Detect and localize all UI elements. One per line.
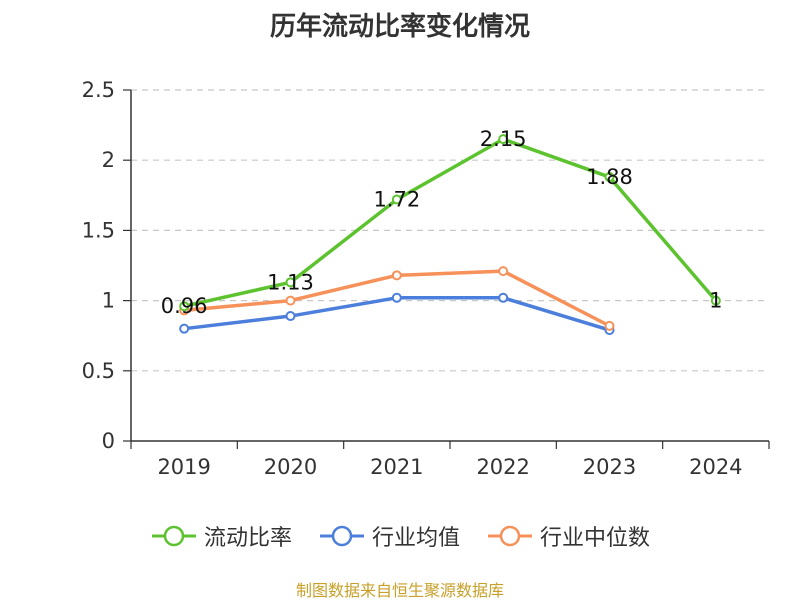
legend-item-industry-average[interactable]: 行业均值 bbox=[318, 520, 460, 552]
data-point bbox=[285, 311, 296, 322]
legend-item-current-ratio[interactable]: 流动比率 bbox=[150, 520, 292, 552]
legend-industry-median-icon bbox=[488, 525, 532, 547]
data-label: 1.13 bbox=[267, 270, 314, 294]
y-tick-label: 0 bbox=[102, 429, 115, 453]
data-label: 1.88 bbox=[586, 165, 633, 189]
legend-label-current-ratio: 流动比率 bbox=[203, 526, 292, 551]
x-tick-label: 2022 bbox=[476, 455, 529, 479]
data-labels: 0.96 1.13 1.72 2.15 1.88 1 bbox=[161, 127, 723, 318]
data-point bbox=[391, 194, 402, 205]
data-source-note: 制图数据来自恒生聚源数据库 bbox=[295, 581, 504, 600]
legend-current-ratio-icon bbox=[151, 525, 196, 547]
y-tick-label: 0.5 bbox=[82, 359, 115, 383]
y-tick-label: 1.5 bbox=[82, 218, 115, 242]
data-label: 0.96 bbox=[161, 294, 208, 318]
data-point bbox=[285, 277, 296, 288]
legend: 流动比率 行业均值 行业中位数 bbox=[0, 520, 800, 552]
y-tick-label: 2 bbox=[102, 148, 115, 172]
data-point bbox=[604, 172, 615, 183]
x-tick-label: 2024 bbox=[689, 455, 742, 479]
data-point bbox=[179, 323, 190, 334]
data-label: 1 bbox=[709, 289, 722, 313]
series-group bbox=[179, 134, 721, 336]
series-line-0 bbox=[183, 137, 718, 308]
data-point bbox=[498, 266, 509, 277]
data-point bbox=[179, 301, 190, 312]
data-point bbox=[710, 295, 721, 306]
data-point bbox=[604, 320, 615, 331]
data-point bbox=[498, 292, 509, 303]
chart-title: 历年流动比率变化情况 bbox=[269, 12, 530, 42]
axes: 0 0.5 1 1.5 2 2.5 2019 2020 2021 2022 2023 2024 bbox=[82, 78, 770, 479]
y-tick-label: 2.5 bbox=[82, 78, 115, 102]
x-tick-label: 2020 bbox=[264, 455, 317, 479]
legend-industry-average-icon bbox=[319, 525, 364, 547]
legend-label-industry-average: 行业均值 bbox=[371, 526, 460, 551]
legend-label-industry-median: 行业中位数 bbox=[540, 526, 651, 551]
x-tick-label: 2023 bbox=[583, 455, 636, 479]
legend-item-industry-median[interactable]: 行业中位数 bbox=[486, 520, 650, 552]
data-point bbox=[391, 270, 402, 281]
data-point bbox=[391, 292, 402, 303]
data-label: 2.15 bbox=[480, 127, 527, 151]
data-point bbox=[285, 295, 296, 306]
x-tick-label: 2021 bbox=[370, 455, 423, 479]
y-tick-label: 1 bbox=[102, 289, 115, 313]
data-label: 1.72 bbox=[373, 188, 420, 212]
grid-lines bbox=[131, 89, 769, 372]
x-tick-label: 2019 bbox=[157, 455, 210, 479]
data-point bbox=[498, 134, 509, 145]
